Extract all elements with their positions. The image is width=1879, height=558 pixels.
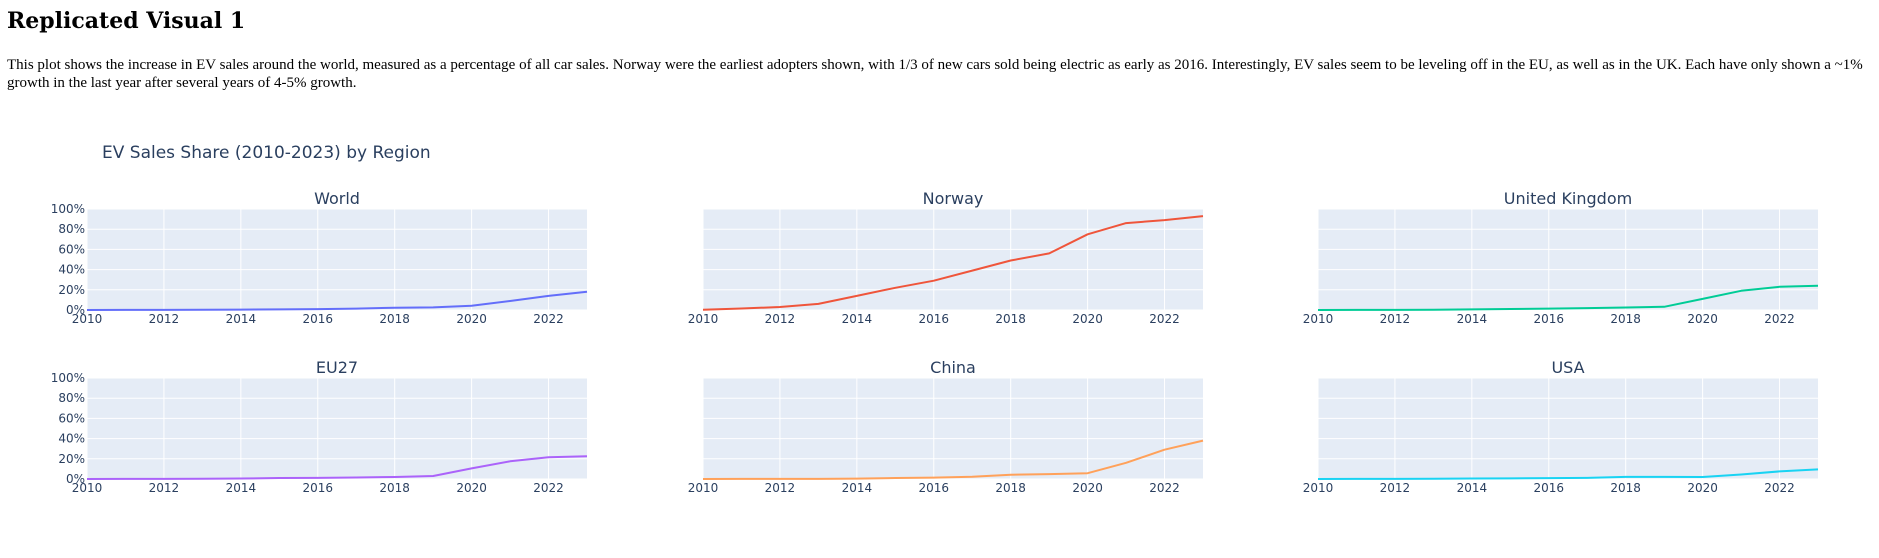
subplot-title-united-kingdom: United Kingdom <box>1504 189 1632 208</box>
y-tick-label: 40% <box>58 432 85 446</box>
x-tick-label: 2012 <box>765 312 796 326</box>
y-tick-label: 0% <box>66 472 85 486</box>
x-tick-label: 2018 <box>995 312 1026 326</box>
x-tick-label: 2022 <box>1149 481 1180 495</box>
subplot-title-usa: USA <box>1551 358 1584 377</box>
y-tick-label: 80% <box>58 391 85 405</box>
x-tick-label: 2022 <box>533 312 564 326</box>
x-tick-label: 2012 <box>765 481 796 495</box>
x-tick-label: 2020 <box>1687 312 1718 326</box>
x-tick-label: 2014 <box>226 481 257 495</box>
series-line-eu27 <box>86 455 588 480</box>
x-tick-label: 2010 <box>72 481 103 495</box>
plot-area-eu27 <box>87 378 587 479</box>
subplot-title-world: World <box>314 189 360 208</box>
subplot-title-china: China <box>930 358 976 377</box>
x-tick-label: 2012 <box>149 481 180 495</box>
x-tick-label: 2014 <box>842 312 873 326</box>
series-line-united-kingdom <box>1317 284 1819 311</box>
series-line-world <box>86 290 588 311</box>
x-tick-label: 2014 <box>226 312 257 326</box>
x-tick-label: 2020 <box>1072 481 1103 495</box>
y-tick-label: 60% <box>58 242 85 256</box>
panel-norway: 2010 2012 2014 2016 2018 2020 2022 Norway <box>688 189 1204 326</box>
x-tick-label: 2016 <box>302 481 333 495</box>
x-tick-label: 2018 <box>1610 481 1641 495</box>
panel-eu27: 0% 20% 40% 60% 80% 100% 2010 2012 2014 2016 2018 20… <box>51 358 588 495</box>
plot-area-world <box>87 209 587 310</box>
x-tick-label: 2018 <box>1610 312 1641 326</box>
x-tick-label: 2010 <box>688 481 719 495</box>
x-tick-label: 2022 <box>1764 312 1795 326</box>
x-tick-label: 2012 <box>149 312 180 326</box>
x-tick-label: 2014 <box>842 481 873 495</box>
series-line-china <box>702 439 1204 480</box>
y-tick-label: 20% <box>58 452 85 466</box>
chart-panels: 0%20%40%60%80%100%2010 2012 2014 2016 2018 20… <box>51 189 1819 495</box>
chart-title: EV Sales Share (2010-2023) by Region <box>102 143 431 163</box>
x-tick-label: 2020 <box>1687 481 1718 495</box>
x-tick-label: 2018 <box>995 481 1026 495</box>
x-tick-label: 2018 <box>379 481 410 495</box>
x-tick-label: 2016 <box>1533 481 1564 495</box>
x-tick-label: 2020 <box>1072 312 1103 326</box>
panel-china: 2010 2012 2014 2016 2018 2020 2022 China <box>688 358 1204 495</box>
series-line-usa <box>1317 468 1819 480</box>
x-tick-label: 2010 <box>72 312 103 326</box>
x-tick-label: 2016 <box>918 312 949 326</box>
plot-area-usa <box>1318 378 1818 479</box>
x-tick-label: 2014 <box>1457 312 1488 326</box>
y-tick-label: 60% <box>58 411 85 425</box>
x-tick-label: 2010 <box>688 312 719 326</box>
x-tick-label: 2022 <box>1764 481 1795 495</box>
subplot-title-norway: Norway <box>923 189 984 208</box>
y-tick-label: 20% <box>58 283 85 297</box>
x-tick-label: 2014 <box>1457 481 1488 495</box>
x-tick-label: 2016 <box>1533 312 1564 326</box>
x-tick-label: 2012 <box>1380 481 1411 495</box>
y-tick-label: 40% <box>58 263 85 277</box>
panel-united-kingdom: 2010 2012 2014 2016 2018 2020 2022 United Kingd… <box>1303 189 1819 326</box>
plot-area-norway <box>703 209 1203 310</box>
x-tick-label: 2012 <box>1380 312 1411 326</box>
x-tick-label: 2020 <box>456 481 487 495</box>
x-tick-label: 2016 <box>918 481 949 495</box>
panel-usa: 2010 2012 2014 2016 2018 2020 2022 USA <box>1303 358 1819 495</box>
page-description: This plot shows the increase in EV sales… <box>7 57 1863 91</box>
subplot-title-eu27: EU27 <box>316 358 358 377</box>
page-heading: Replicated Visual 1 <box>7 8 246 34</box>
x-tick-label: 2010 <box>1303 312 1334 326</box>
x-tick-label: 2022 <box>533 481 564 495</box>
x-tick-label: 2020 <box>456 312 487 326</box>
panel-world: 0% 20% 40% 60% 80% 100% 2010 2012 2014 2016 2018 20… <box>51 189 588 326</box>
y-tick-label: 0% <box>66 303 85 317</box>
y-tick-label: 80% <box>58 222 85 236</box>
y-tick-label: 100% <box>51 202 85 216</box>
x-tick-label: 2022 <box>1149 312 1180 326</box>
plot-area-china <box>703 378 1203 479</box>
series-line-norway <box>702 215 1204 311</box>
y-tick-label: 100% <box>51 371 85 385</box>
x-tick-label: 2016 <box>302 312 333 326</box>
x-tick-label: 2010 <box>1303 481 1334 495</box>
x-tick-label: 2018 <box>379 312 410 326</box>
plot-area-united-kingdom <box>1318 209 1818 310</box>
